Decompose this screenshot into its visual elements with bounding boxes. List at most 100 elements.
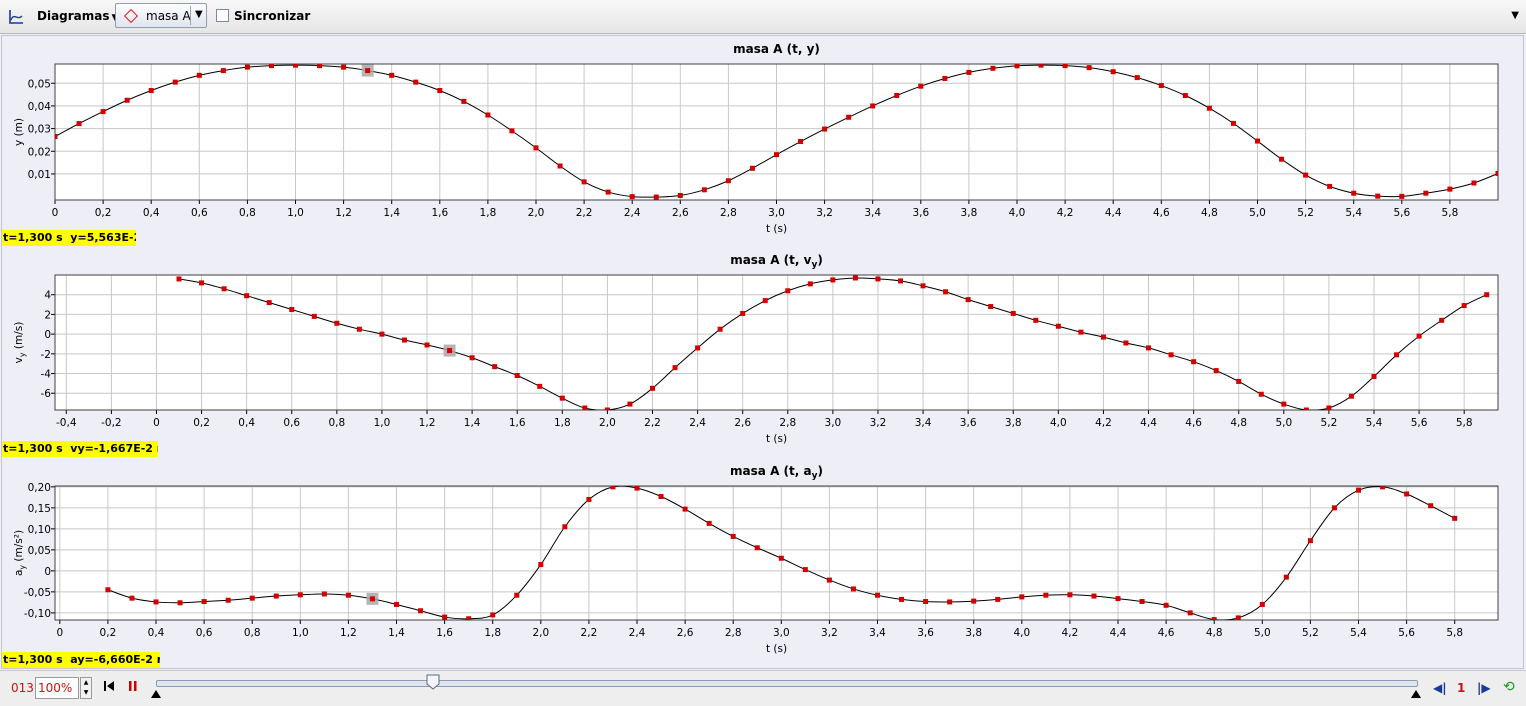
data-point[interactable] xyxy=(582,405,588,411)
data-point[interactable] xyxy=(538,562,544,568)
data-point[interactable] xyxy=(1375,193,1381,199)
data-point[interactable] xyxy=(293,63,298,68)
data-point[interactable] xyxy=(266,300,272,306)
data-point[interactable] xyxy=(1043,592,1049,598)
data-point[interactable] xyxy=(634,486,640,491)
data-point[interactable] xyxy=(1447,186,1453,192)
data-point[interactable] xyxy=(965,297,971,303)
data-point[interactable] xyxy=(1399,193,1405,199)
data-point[interactable] xyxy=(730,533,736,539)
data-point[interactable] xyxy=(798,139,804,145)
data-point[interactable] xyxy=(1110,69,1116,75)
data-point[interactable] xyxy=(850,586,856,592)
plot-area[interactable] xyxy=(55,275,1498,410)
step-back-icon[interactable]: ◀| xyxy=(1433,681,1447,695)
data-point[interactable] xyxy=(923,599,929,605)
data-point[interactable] xyxy=(76,121,82,127)
data-point[interactable] xyxy=(492,364,498,370)
data-point[interactable] xyxy=(1139,599,1145,605)
data-point[interactable] xyxy=(559,395,565,401)
data-point[interactable] xyxy=(802,567,808,573)
end-marker-icon[interactable] xyxy=(1411,690,1421,698)
data-point[interactable] xyxy=(221,286,227,292)
reset-icon[interactable] xyxy=(104,680,114,695)
data-point[interactable] xyxy=(1255,138,1260,144)
data-point[interactable] xyxy=(1348,393,1354,399)
data-point[interactable] xyxy=(1236,378,1242,384)
data-point[interactable] xyxy=(53,134,58,140)
data-point[interactable] xyxy=(244,64,250,70)
data-point[interactable] xyxy=(437,88,443,94)
data-point[interactable] xyxy=(1303,172,1309,178)
data-point[interactable] xyxy=(943,289,949,295)
data-point[interactable] xyxy=(153,599,159,605)
data-point[interactable] xyxy=(1163,602,1169,608)
data-point[interactable] xyxy=(100,109,106,115)
data-point[interactable] xyxy=(345,592,351,598)
data-point[interactable] xyxy=(268,63,274,69)
data-point[interactable] xyxy=(220,68,226,74)
data-point[interactable] xyxy=(898,278,904,284)
data-point[interactable] xyxy=(1115,596,1121,602)
data-point[interactable] xyxy=(1351,190,1357,196)
data-point[interactable] xyxy=(1307,538,1313,544)
data-point[interactable] xyxy=(514,373,520,379)
data-point[interactable] xyxy=(424,342,430,348)
data-point[interactable] xyxy=(695,345,701,351)
start-marker-icon[interactable] xyxy=(151,690,161,698)
data-point[interactable] xyxy=(1327,183,1333,189)
data-point[interactable] xyxy=(971,598,977,604)
data-point[interactable] xyxy=(918,83,924,89)
data-point[interactable] xyxy=(672,365,678,371)
data-point[interactable] xyxy=(1259,601,1265,607)
data-point[interactable] xyxy=(129,595,135,601)
data-point[interactable] xyxy=(1423,190,1429,196)
data-point[interactable] xyxy=(1062,63,1068,69)
data-point[interactable] xyxy=(1033,317,1039,323)
data-point[interactable] xyxy=(533,145,539,151)
step-forward-icon[interactable]: |▶ xyxy=(1477,681,1491,695)
data-point[interactable] xyxy=(1484,292,1490,298)
data-point[interactable] xyxy=(658,494,664,500)
data-point[interactable] xyxy=(1371,373,1377,379)
data-point[interactable] xyxy=(1326,405,1332,411)
data-point[interactable] xyxy=(627,401,633,407)
data-point[interactable] xyxy=(1258,391,1264,397)
data-point[interactable] xyxy=(629,194,635,200)
data-point[interactable] xyxy=(365,68,371,74)
data-point[interactable] xyxy=(677,192,683,198)
data-point[interactable] xyxy=(605,189,611,195)
data-point[interactable] xyxy=(196,72,202,78)
data-point[interactable] xyxy=(401,337,407,343)
data-point[interactable] xyxy=(1452,515,1458,521)
data-point[interactable] xyxy=(822,126,828,132)
data-point[interactable] xyxy=(1206,105,1212,111)
data-point[interactable] xyxy=(942,76,948,82)
data-point[interactable] xyxy=(682,506,688,512)
pause-icon[interactable] xyxy=(129,680,137,695)
data-point[interactable] xyxy=(466,616,472,621)
data-point[interactable] xyxy=(762,298,768,304)
data-point[interactable] xyxy=(341,64,347,70)
data-point[interactable] xyxy=(537,383,543,389)
data-point[interactable] xyxy=(701,187,707,193)
data-point[interactable] xyxy=(1428,503,1434,509)
data-point[interactable] xyxy=(1394,352,1400,358)
data-point[interactable] xyxy=(289,306,295,312)
data-point[interactable] xyxy=(740,310,746,316)
data-point[interactable] xyxy=(1067,592,1073,598)
data-point[interactable] xyxy=(1283,574,1289,580)
data-point[interactable] xyxy=(706,520,712,526)
data-point[interactable] xyxy=(514,592,520,598)
data-point[interactable] xyxy=(1146,345,1152,351)
sync-checkbox[interactable]: Sincronizar xyxy=(216,9,310,23)
data-point[interactable] xyxy=(1495,170,1501,176)
data-point[interactable] xyxy=(1086,65,1092,71)
data-point[interactable] xyxy=(557,163,563,169)
data-point[interactable] xyxy=(1191,359,1197,365)
data-point[interactable] xyxy=(1211,617,1217,622)
data-point[interactable] xyxy=(244,293,250,299)
data-point[interactable] xyxy=(442,614,448,620)
chevron-down-icon[interactable]: ▼ xyxy=(195,9,203,20)
data-point[interactable] xyxy=(469,355,475,361)
